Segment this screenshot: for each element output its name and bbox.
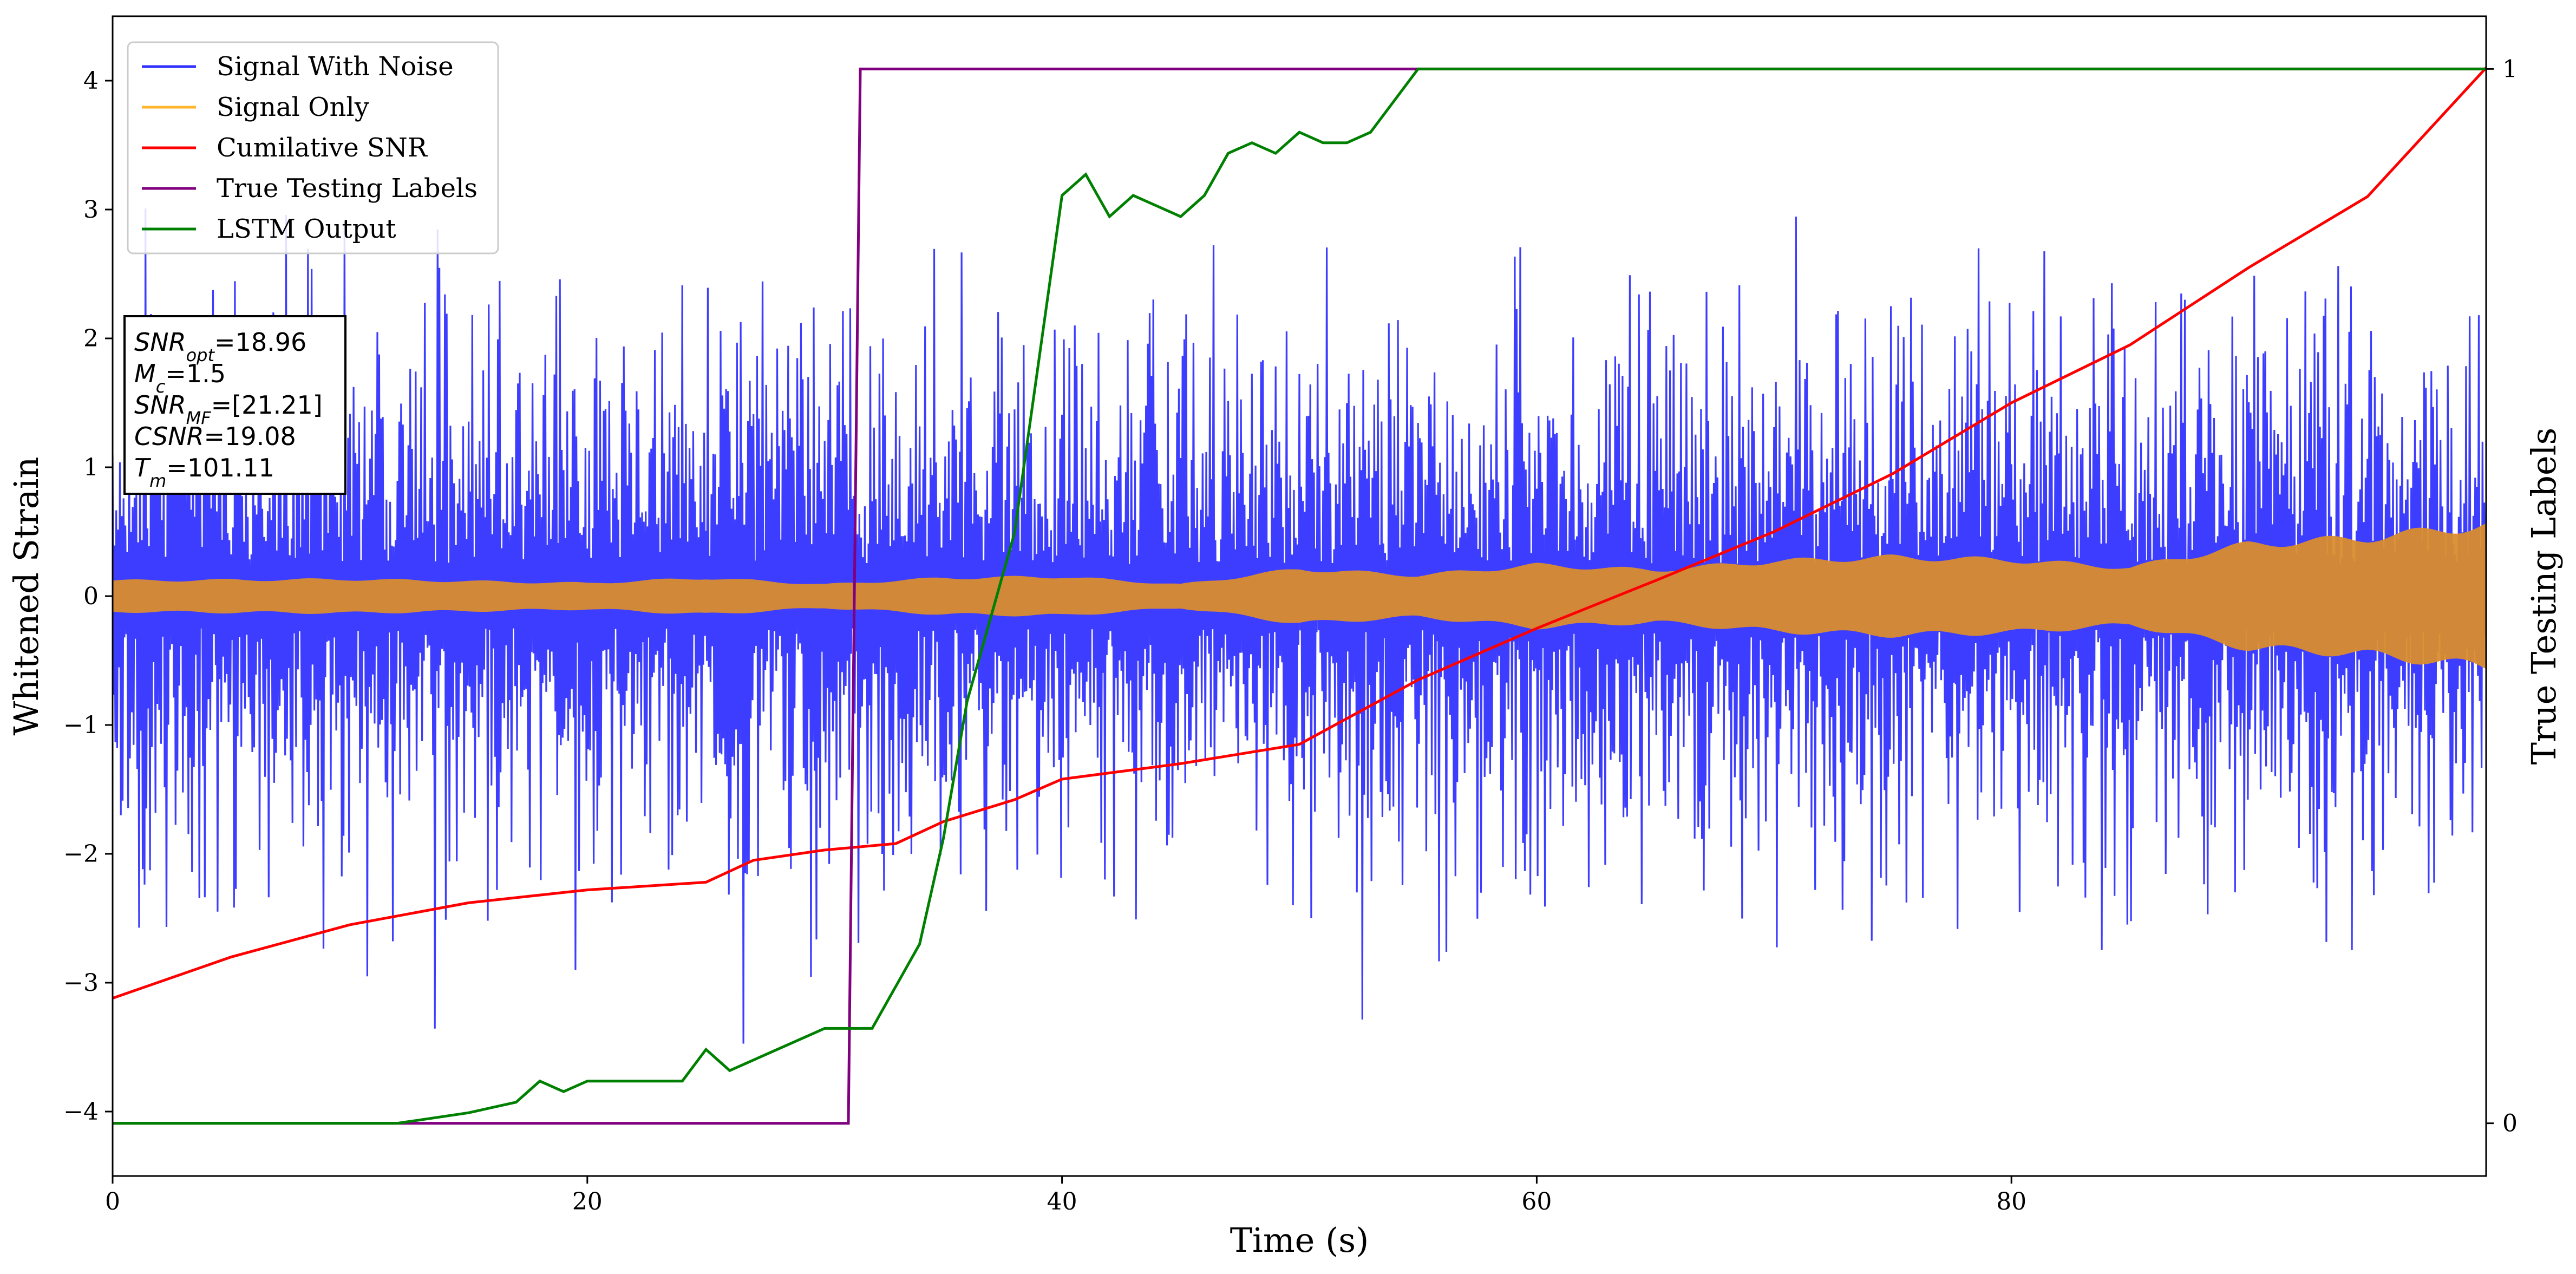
x-tick-label: 80 (1996, 1188, 2026, 1216)
signal-with-noise-line (113, 208, 2486, 1044)
lstm-output-line (113, 67, 2486, 1125)
x-axis-title: Time (s) (1230, 1220, 1369, 1260)
y-tick-label: 0 (83, 583, 99, 610)
x-tick-label: 0 (105, 1188, 120, 1216)
y-tick-label: 2 (83, 325, 99, 352)
y2-tick-label: 1 (2502, 55, 2518, 83)
plot-area (113, 67, 2486, 1125)
parameter-annotation-box: SNRopt=18.96Mc=1.5SNRMF=[21.21]CSNR=19.0… (123, 315, 346, 495)
y-axis-title-right: True Testing Labels (2524, 428, 2564, 765)
y-axis-left: −4 −3 −2 −1 0 1 2 3 4 (63, 67, 113, 1126)
cumulative-snr-line (113, 67, 2486, 999)
x-axis: 0 20 40 60 80 (105, 1176, 2026, 1216)
y2-tick-label: 0 (2502, 1110, 2518, 1138)
y-axis-right: 01 (2486, 55, 2518, 1138)
y-tick-label: 1 (83, 454, 99, 481)
x-tick-label: 20 (572, 1188, 603, 1216)
x-tick-label: 40 (1047, 1188, 1077, 1216)
annotation-line: CSNR=19.08 (134, 422, 296, 451)
annotation-line: SNRMF=[21.21] (134, 390, 323, 428)
legend-label: Signal With Noise (217, 51, 454, 82)
annotation-line: SNRopt=18.96 (134, 328, 306, 365)
legend: Signal With Noise Signal Only Cumilative S… (127, 41, 499, 254)
annotation-frame (123, 315, 346, 495)
y-tick-label: −1 (63, 711, 99, 739)
legend-label: LSTM Output (217, 214, 396, 244)
signal-only-band (113, 523, 2486, 669)
y-tick-label: −2 (63, 840, 99, 868)
y-tick-label: −4 (63, 1098, 99, 1126)
legend-box (127, 41, 499, 254)
annotation-line: Tm=101.11 (134, 453, 274, 491)
annotation-line: Mc=1.5 (134, 359, 226, 397)
y-tick-label: −3 (63, 969, 99, 997)
legend-label: True Testing Labels (217, 173, 478, 204)
y-tick-label: 3 (83, 196, 99, 224)
legend-label: Signal Only (217, 92, 369, 122)
legend-label: Cumilative SNR (217, 133, 428, 163)
x-tick-label: 60 (1521, 1188, 1552, 1216)
y-tick-label: 4 (83, 67, 99, 95)
y-axis-title-left: Whitened Strain (6, 457, 46, 736)
